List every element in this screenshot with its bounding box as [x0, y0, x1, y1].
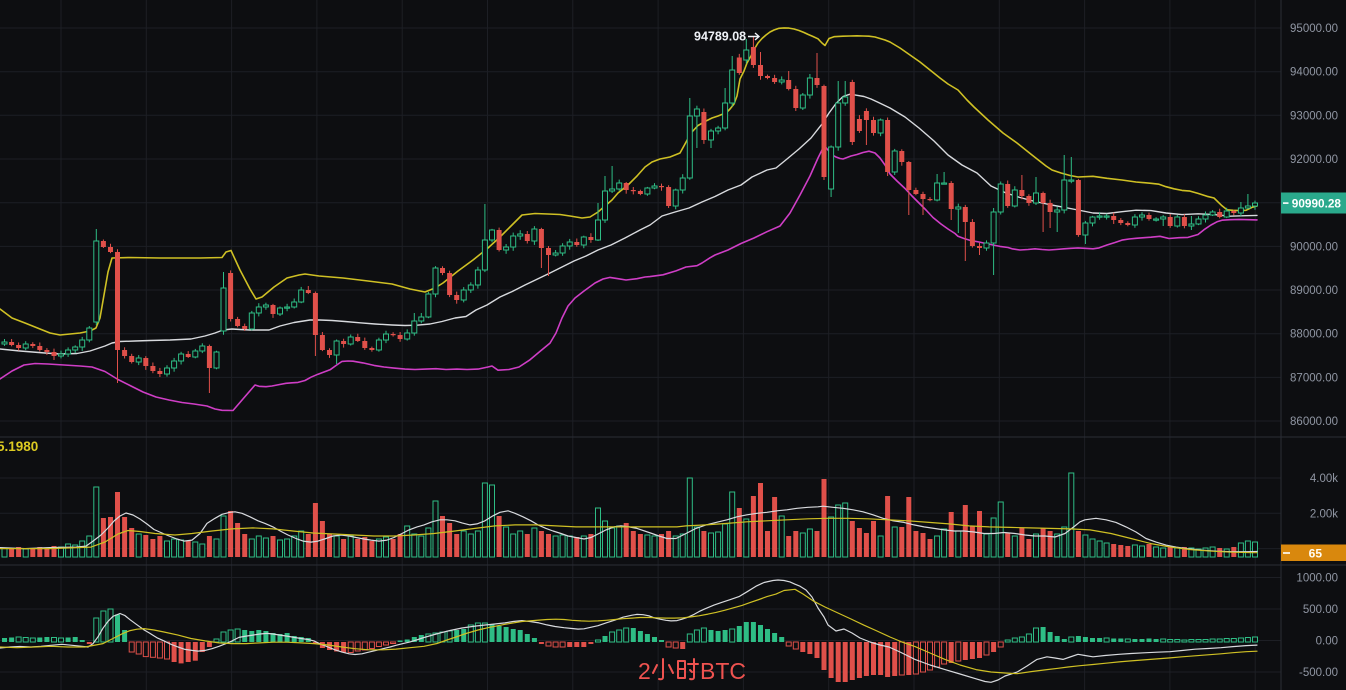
svg-text:89000.00: 89000.00: [1290, 285, 1338, 297]
svg-text:94789.08: 94789.08: [694, 30, 746, 44]
svg-text:86000.00: 86000.00: [1290, 416, 1338, 428]
svg-text:88000.00: 88000.00: [1290, 329, 1338, 341]
svg-text:92000.00: 92000.00: [1290, 154, 1338, 166]
svg-text:2.00k: 2.00k: [1310, 508, 1338, 520]
svg-text:500.00: 500.00: [1303, 604, 1338, 616]
svg-text:65: 65: [1309, 547, 1323, 561]
svg-text:5.1980: 5.1980: [0, 439, 38, 454]
svg-text:4.00k: 4.00k: [1310, 473, 1338, 485]
svg-text:95000.00: 95000.00: [1290, 23, 1338, 35]
svg-text:2: 2: [638, 658, 651, 684]
svg-text:-500.00: -500.00: [1299, 667, 1338, 679]
svg-text:87000.00: 87000.00: [1290, 372, 1338, 384]
svg-text:94000.00: 94000.00: [1290, 67, 1338, 79]
svg-text:BTC: BTC: [700, 658, 746, 684]
svg-text:1000.00: 1000.00: [1296, 573, 1338, 585]
svg-text:0.00: 0.00: [1316, 636, 1338, 648]
svg-text:90990.28: 90990.28: [1292, 197, 1342, 211]
svg-text:93000.00: 93000.00: [1290, 110, 1338, 122]
svg-text:90000.00: 90000.00: [1290, 241, 1338, 253]
